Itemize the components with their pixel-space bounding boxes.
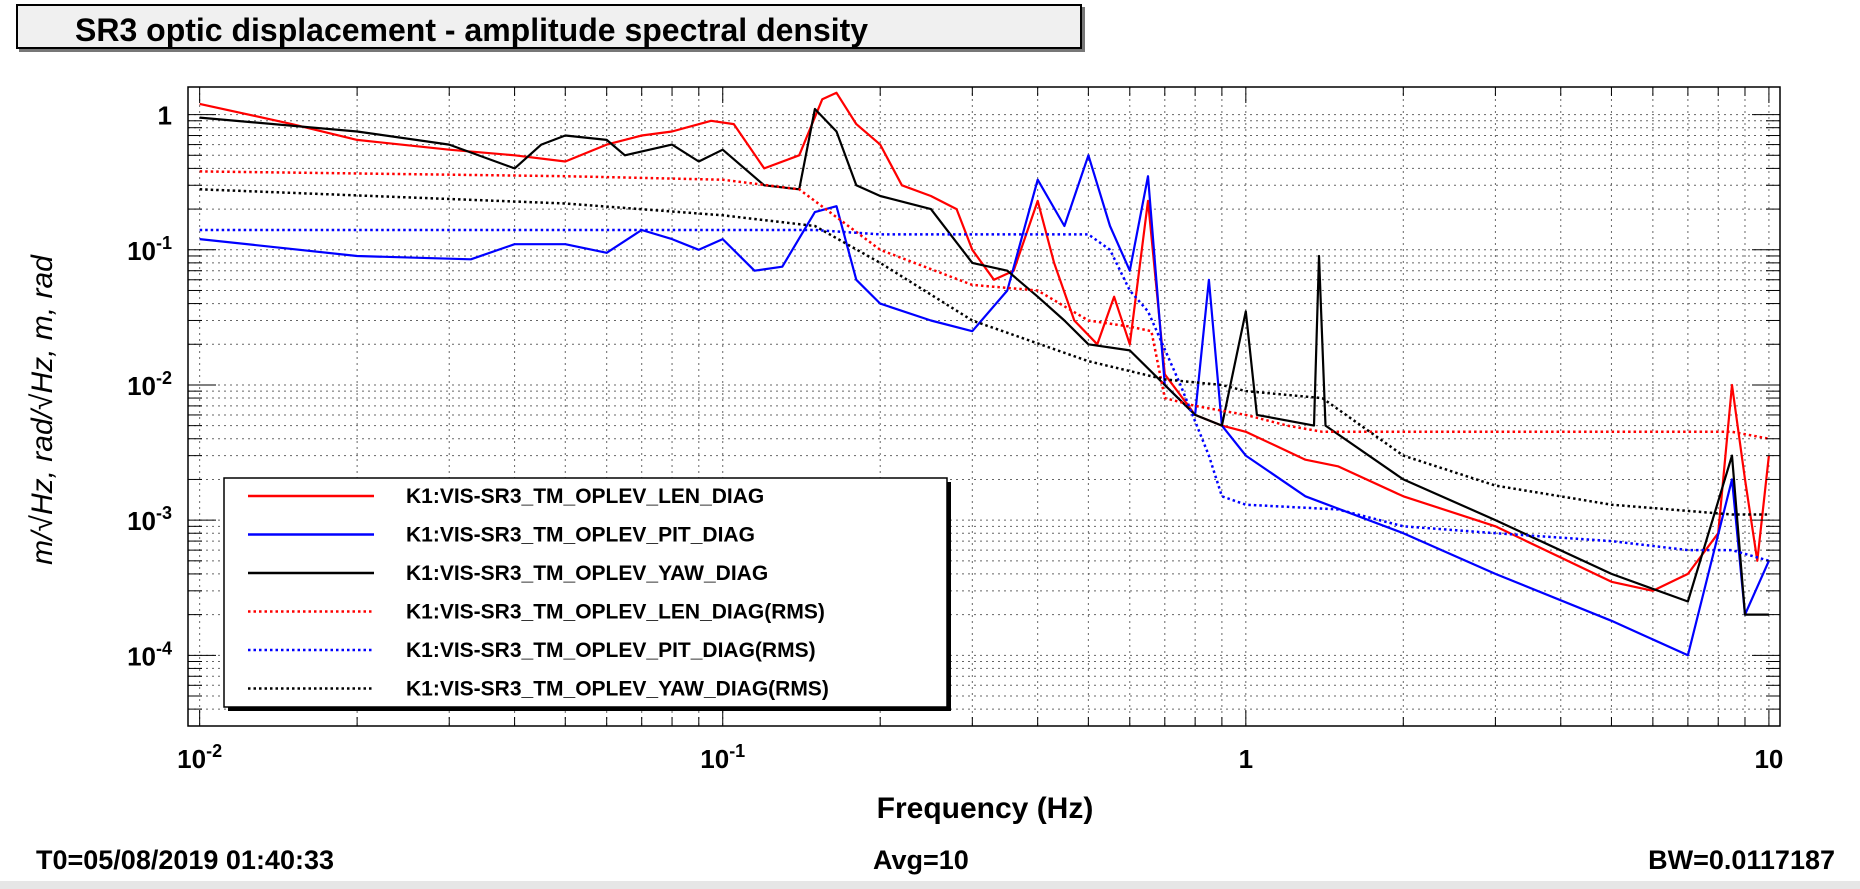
averages: Avg=10 — [873, 845, 969, 875]
ticks — [188, 87, 1780, 727]
legend-entry-1: K1:VIS-SR3_TM_OPLEV_LEN_DIAG — [406, 485, 764, 508]
x-tick-label: 10-2 — [177, 741, 222, 774]
x-tick-label: 1 — [1239, 744, 1253, 774]
y-tick-exponent: -2 — [156, 368, 172, 388]
series-line-4 — [199, 170, 1770, 440]
legend-entry-6: K1:VIS-SR3_TM_OPLEV_YAW_DIAG(RMS) — [406, 678, 829, 701]
y-tick-label: 1 — [158, 101, 172, 131]
t0-timestamp: T0=05/08/2019 01:40:33 — [36, 845, 334, 875]
plot-frame — [187, 86, 1781, 727]
series-line-2 — [199, 154, 1770, 657]
legend: K1:VIS-SR3_TM_OPLEV_LEN_DIAG K1:VIS-SR3_T… — [223, 477, 951, 711]
y-axis-label: m/√Hz, rad/√Hz, m, rad — [26, 254, 59, 565]
legend-entry-5: K1:VIS-SR3_TM_OPLEV_PIT_DIAG(RMS) — [406, 639, 816, 662]
x-tick-exponent: -2 — [206, 741, 222, 761]
y-tick-label: 10-1 — [127, 233, 172, 266]
series-line-6 — [199, 188, 1769, 516]
title-box: SR3 optic displacement - amplitude spect… — [16, 4, 1082, 49]
legend-entry-3: K1:VIS-SR3_TM_OPLEV_YAW_DIAG — [406, 562, 768, 585]
x-tick-label: 10 — [1754, 744, 1783, 774]
x-tick-label: 10-1 — [700, 741, 745, 774]
y-tick-label: 10-2 — [127, 368, 172, 401]
legend-entry-4: K1:VIS-SR3_TM_OPLEV_LEN_DIAG(RMS) — [406, 601, 825, 624]
series-layer — [199, 91, 1770, 657]
series-line-3 — [199, 107, 1769, 616]
y-tick-exponent: -1 — [156, 233, 172, 253]
tick-labels: 10-2 10-1 1 10 1 10-1 10-2 10-3 10-4 — [127, 101, 1783, 774]
y-tick-exponent: -4 — [156, 638, 172, 658]
y-tick-label: 10-4 — [127, 638, 172, 671]
series-line-1 — [199, 91, 1770, 592]
x-tick-exponent: -1 — [729, 741, 745, 761]
legend-entry-2: K1:VIS-SR3_TM_OPLEV_PIT_DIAG — [406, 524, 755, 547]
chart-title: SR3 optic displacement - amplitude spect… — [75, 12, 869, 48]
x-axis-label: Frequency (Hz) — [877, 792, 1094, 825]
legend-box — [223, 477, 948, 708]
y-tick-label: 10-3 — [127, 503, 172, 536]
window-bottom-bar — [0, 881, 1860, 889]
y-tick-exponent: -3 — [156, 503, 172, 523]
chart: 10-2 10-1 1 10 1 10-1 10-2 10-3 10-4 K1:VIS-SR3_… — [26, 86, 1783, 825]
bandwidth: BW=0.0117187 — [1648, 845, 1835, 875]
series-line-5 — [199, 228, 1770, 563]
